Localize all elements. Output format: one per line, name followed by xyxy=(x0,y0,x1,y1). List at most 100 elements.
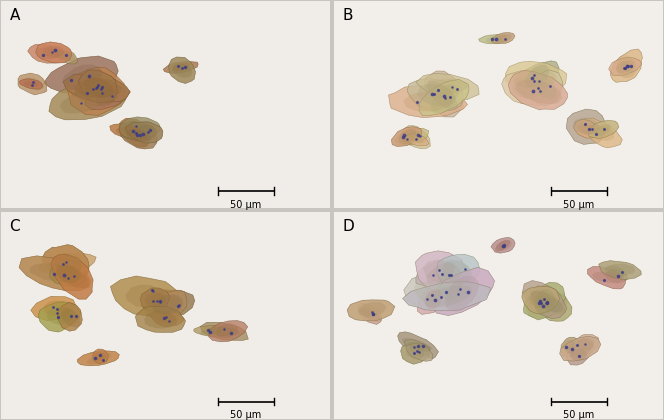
Polygon shape xyxy=(437,273,462,302)
Polygon shape xyxy=(620,61,633,73)
Polygon shape xyxy=(491,32,515,44)
Polygon shape xyxy=(509,71,568,110)
Polygon shape xyxy=(49,83,125,120)
Polygon shape xyxy=(537,77,556,100)
Polygon shape xyxy=(194,326,232,336)
Polygon shape xyxy=(126,129,151,142)
Polygon shape xyxy=(561,337,580,357)
Polygon shape xyxy=(156,314,179,323)
Polygon shape xyxy=(41,244,89,284)
Polygon shape xyxy=(74,78,122,98)
Polygon shape xyxy=(55,265,89,288)
Polygon shape xyxy=(586,124,614,141)
Polygon shape xyxy=(432,267,495,315)
Polygon shape xyxy=(76,77,118,106)
Polygon shape xyxy=(52,255,81,271)
Polygon shape xyxy=(564,339,576,354)
Polygon shape xyxy=(200,327,226,335)
Polygon shape xyxy=(207,327,240,336)
Polygon shape xyxy=(31,296,76,321)
Text: 50 μm: 50 μm xyxy=(230,200,262,210)
Polygon shape xyxy=(566,344,590,365)
Polygon shape xyxy=(67,67,126,116)
Polygon shape xyxy=(525,65,549,88)
Polygon shape xyxy=(388,85,467,118)
Polygon shape xyxy=(19,79,43,89)
Polygon shape xyxy=(402,338,432,352)
Text: 50 μm: 50 μm xyxy=(563,410,594,420)
Polygon shape xyxy=(416,251,467,294)
Polygon shape xyxy=(616,60,633,73)
Polygon shape xyxy=(19,256,91,291)
Polygon shape xyxy=(505,61,566,95)
Polygon shape xyxy=(594,124,611,136)
Text: D: D xyxy=(343,219,355,234)
Polygon shape xyxy=(135,125,157,139)
Polygon shape xyxy=(93,349,108,363)
Polygon shape xyxy=(62,64,102,89)
Polygon shape xyxy=(588,120,619,139)
Polygon shape xyxy=(361,308,382,322)
Polygon shape xyxy=(158,290,187,320)
Polygon shape xyxy=(574,119,600,138)
Text: 50 μm: 50 μm xyxy=(563,200,594,210)
Polygon shape xyxy=(513,68,557,89)
Polygon shape xyxy=(124,124,148,141)
Polygon shape xyxy=(44,300,66,316)
Polygon shape xyxy=(607,269,624,279)
Polygon shape xyxy=(531,286,572,321)
Polygon shape xyxy=(63,74,130,102)
Polygon shape xyxy=(395,128,429,145)
Polygon shape xyxy=(54,253,82,273)
Polygon shape xyxy=(43,46,64,58)
Text: 50 μm: 50 μm xyxy=(230,410,262,420)
Polygon shape xyxy=(424,71,463,117)
Polygon shape xyxy=(496,240,509,251)
Polygon shape xyxy=(417,84,456,106)
Polygon shape xyxy=(401,126,430,149)
Polygon shape xyxy=(414,282,441,302)
Polygon shape xyxy=(56,265,80,283)
Polygon shape xyxy=(151,311,184,326)
Polygon shape xyxy=(85,86,130,110)
Polygon shape xyxy=(398,332,438,359)
Polygon shape xyxy=(610,49,642,82)
Polygon shape xyxy=(58,302,82,331)
Polygon shape xyxy=(501,71,556,106)
Polygon shape xyxy=(404,274,452,307)
Polygon shape xyxy=(402,281,491,311)
Polygon shape xyxy=(74,88,106,99)
Polygon shape xyxy=(573,118,600,135)
Polygon shape xyxy=(604,266,627,283)
Polygon shape xyxy=(51,255,93,299)
Polygon shape xyxy=(39,253,96,273)
Polygon shape xyxy=(400,342,430,364)
Polygon shape xyxy=(144,293,166,307)
Polygon shape xyxy=(406,344,433,361)
Polygon shape xyxy=(417,285,449,315)
Polygon shape xyxy=(416,260,463,287)
Polygon shape xyxy=(566,109,608,144)
Text: B: B xyxy=(343,8,353,23)
Polygon shape xyxy=(77,351,120,366)
Polygon shape xyxy=(153,294,184,315)
Polygon shape xyxy=(347,300,395,321)
Polygon shape xyxy=(404,340,427,354)
Polygon shape xyxy=(116,126,142,136)
Polygon shape xyxy=(429,80,460,104)
Polygon shape xyxy=(49,260,86,286)
Polygon shape xyxy=(537,296,566,314)
Polygon shape xyxy=(599,261,641,280)
Polygon shape xyxy=(515,79,562,104)
Polygon shape xyxy=(47,307,72,325)
Polygon shape xyxy=(21,78,44,90)
Polygon shape xyxy=(135,306,185,332)
Polygon shape xyxy=(592,271,623,283)
Polygon shape xyxy=(609,58,641,76)
Polygon shape xyxy=(208,320,248,342)
Polygon shape xyxy=(96,89,119,106)
Polygon shape xyxy=(163,61,198,74)
Polygon shape xyxy=(125,285,166,308)
Polygon shape xyxy=(436,254,480,292)
Polygon shape xyxy=(140,288,170,311)
